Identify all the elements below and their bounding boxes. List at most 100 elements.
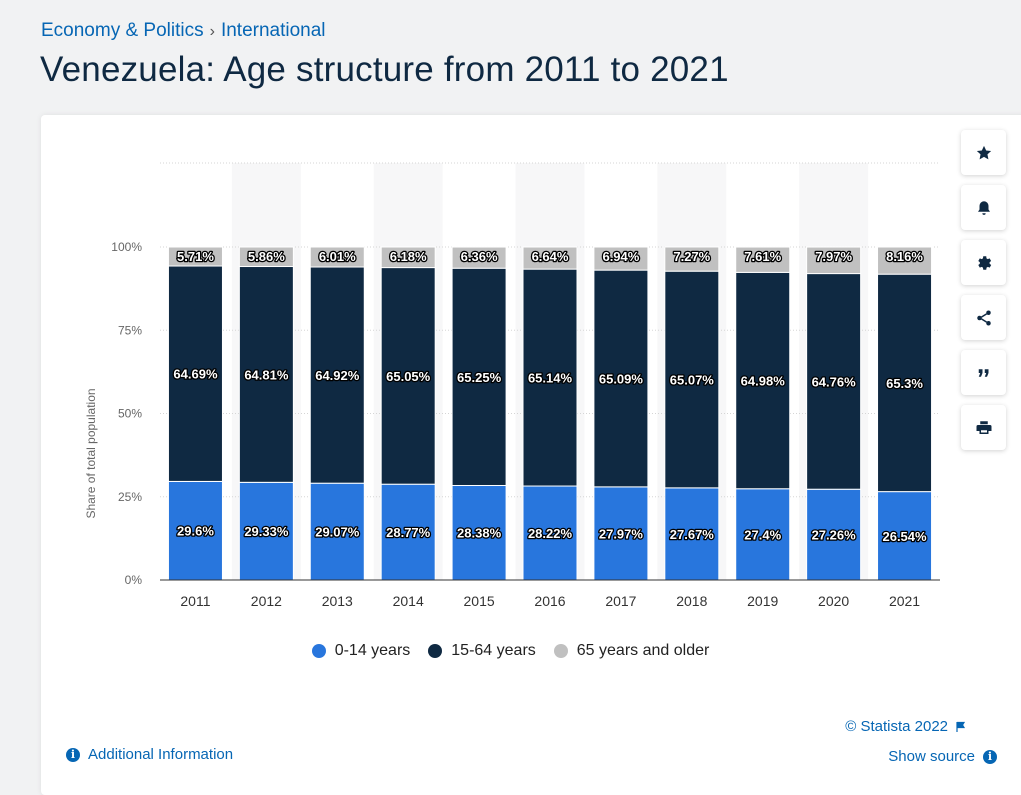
x-tick-label: 2015 [464,593,495,609]
info-icon: i [66,747,80,762]
print-button[interactable] [961,405,1006,450]
bar-2012-series-2 [238,246,294,268]
bar-2020-series-0 [806,488,862,581]
flag-icon [956,721,966,732]
breadcrumb: Economy & Politics › International [41,20,326,42]
y-tick-label: 50% [118,407,142,421]
bar-2012-series-0 [238,481,294,581]
show-source-link[interactable]: Show source i [888,748,997,765]
share-icon [976,310,991,325]
bar-2020-series-2 [806,246,862,275]
bar-2016-series-1 [522,268,578,487]
data-label-2021-series-0: 26.54% [882,529,927,544]
bar-2017-series-0 [593,486,649,581]
data-label-2011-series-0: 29.6% [177,524,214,539]
page-title: Venezuela: Age structure from 2011 to 20… [40,50,729,89]
additional-info-link[interactable]: i Additional Information [66,746,233,763]
bell-icon [977,200,990,215]
data-label-2012-series-2: 5.86% [248,249,285,264]
bar-2019-series-0 [735,488,791,581]
bar-2013-series-0 [309,482,365,581]
bar-2021-series-2 [877,246,933,275]
x-tick-label: 2017 [605,593,636,609]
data-label-2019-series-2: 7.61% [744,249,781,264]
legend-label-65-plus: 65 years and older [576,642,710,659]
statista-copyright[interactable]: © Statista 2022 [845,718,967,735]
bar-2018-series-1 [664,270,720,489]
data-label-2020-series-2: 7.97% [815,249,852,264]
y-axis-label: Share of total population [84,388,98,518]
data-label-2017-series-0: 27.97% [599,526,644,541]
bar-2021-series-1 [877,273,933,493]
additional-info-text: Additional Information [88,746,234,763]
favorite-button[interactable] [961,130,1006,175]
chart-legend: 0-14 years 15-64 years 65 years and olde… [0,642,1021,660]
data-label-2016-series-0: 28.22% [528,526,573,541]
bar-2011-series-2 [167,246,223,267]
show-source-text: Show source [888,748,975,765]
bar-2014-series-0 [380,483,436,581]
data-label-2017-series-2: 6.94% [602,249,639,264]
y-tick-label: 25% [118,490,142,504]
legend-dot-0-14 [311,644,326,658]
bar-2013-series-1 [309,266,365,484]
bar-2017-series-1 [593,269,649,488]
data-label-2019-series-0: 27.4% [744,527,781,542]
y-tick-label: 100% [111,240,142,254]
bar-2013-series-2 [309,246,365,268]
bar-2018-series-2 [664,246,720,272]
data-label-2020-series-1: 64.76% [812,374,857,389]
x-tick-label: 2016 [534,593,565,609]
x-tick-label: 2014 [393,593,424,609]
bar-2014-series-2 [380,246,436,269]
bar-2011-series-1 [167,265,223,482]
share-button[interactable] [961,295,1006,340]
breadcrumb-international[interactable]: International [220,20,326,41]
info-icon: i [983,749,997,764]
data-label-2021-series-1: 65.3% [886,376,923,391]
quote-icon [978,368,988,377]
bar-2016-series-2 [522,246,578,270]
bar-2011-series-0 [167,480,223,581]
bar-2012-series-1 [238,266,294,483]
data-label-2011-series-1: 64.69% [173,367,218,382]
data-label-2018-series-1: 65.07% [670,373,715,388]
data-label-2015-series-0: 28.38% [457,526,502,541]
legend-label-15-64: 15-64 years [451,642,536,659]
x-tick-label: 2012 [251,593,282,609]
x-tick-label: 2011 [180,593,210,609]
data-label-2012-series-1: 64.81% [244,367,289,382]
data-label-2015-series-2: 6.36% [461,249,498,264]
legend-label-0-14: 0-14 years [334,642,411,659]
data-label-2016-series-1: 65.14% [528,371,573,386]
x-tick-label: 2021 [889,593,920,609]
data-label-2021-series-2: 8.16% [886,249,923,264]
data-label-2013-series-1: 64.92% [315,368,360,383]
data-label-2011-series-2: 5.71% [177,249,214,264]
breadcrumb-economy-politics[interactable]: Economy & Politics [41,20,204,41]
legend-item-65-plus[interactable]: 65 years and older [553,642,710,660]
data-label-2020-series-0: 27.26% [812,528,857,543]
settings-button[interactable] [961,240,1006,285]
notification-button[interactable] [961,185,1006,230]
data-label-2013-series-0: 29.07% [315,525,360,540]
x-tick-label: 2018 [676,593,707,609]
breadcrumb-separator: › [209,23,215,40]
y-tick-label: 75% [118,323,142,337]
bar-2019-series-1 [735,271,791,490]
data-label-2019-series-1: 64.98% [741,374,786,389]
data-label-2016-series-2: 6.64% [532,249,569,264]
data-label-2014-series-0: 28.77% [386,525,431,540]
bar-2015-series-0 [451,484,507,581]
legend-item-15-64[interactable]: 15-64 years [428,642,536,660]
print-icon [976,420,991,434]
data-label-2018-series-2: 7.27% [673,249,710,264]
legend-item-0-14[interactable]: 0-14 years [311,642,411,660]
cite-button[interactable] [961,350,1006,395]
star-icon [976,145,991,159]
bar-2019-series-2 [735,246,791,273]
copyright-text: © Statista 2022 [845,718,948,735]
bar-2015-series-1 [451,267,507,486]
data-label-2014-series-1: 65.05% [386,369,431,384]
